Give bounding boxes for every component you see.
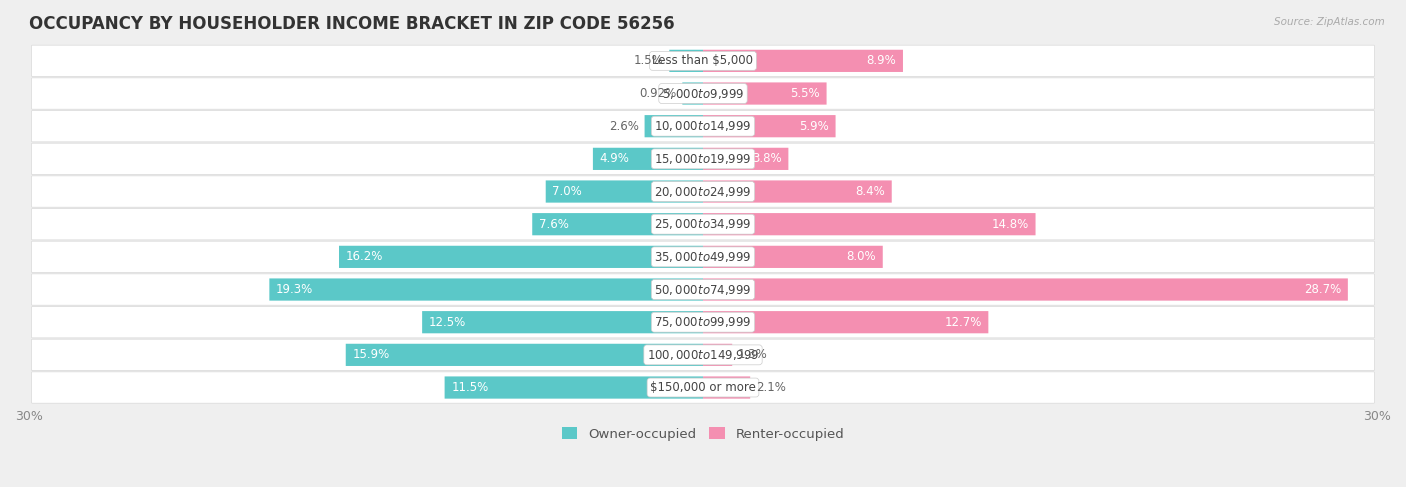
FancyBboxPatch shape	[31, 339, 1375, 371]
Text: $10,000 to $14,999: $10,000 to $14,999	[654, 119, 752, 133]
Legend: Owner-occupied, Renter-occupied: Owner-occupied, Renter-occupied	[557, 422, 849, 446]
Text: 1.5%: 1.5%	[634, 55, 664, 67]
FancyBboxPatch shape	[31, 372, 1375, 403]
Text: 12.5%: 12.5%	[429, 316, 467, 329]
FancyBboxPatch shape	[31, 45, 1375, 76]
FancyBboxPatch shape	[644, 115, 703, 137]
FancyBboxPatch shape	[703, 311, 988, 333]
Text: 8.0%: 8.0%	[846, 250, 876, 263]
Text: $75,000 to $99,999: $75,000 to $99,999	[654, 315, 752, 329]
Text: 2.6%: 2.6%	[609, 120, 638, 132]
FancyBboxPatch shape	[444, 376, 703, 399]
Text: 14.8%: 14.8%	[991, 218, 1029, 231]
Text: 2.1%: 2.1%	[756, 381, 786, 394]
FancyBboxPatch shape	[703, 279, 1348, 300]
FancyBboxPatch shape	[703, 213, 1036, 235]
Text: $5,000 to $9,999: $5,000 to $9,999	[662, 87, 744, 100]
Text: 0.92%: 0.92%	[640, 87, 676, 100]
FancyBboxPatch shape	[31, 306, 1375, 338]
Text: Less than $5,000: Less than $5,000	[652, 55, 754, 67]
FancyBboxPatch shape	[339, 246, 703, 268]
Text: 12.7%: 12.7%	[945, 316, 981, 329]
Text: OCCUPANCY BY HOUSEHOLDER INCOME BRACKET IN ZIP CODE 56256: OCCUPANCY BY HOUSEHOLDER INCOME BRACKET …	[30, 15, 675, 33]
Text: $150,000 or more: $150,000 or more	[650, 381, 756, 394]
FancyBboxPatch shape	[703, 246, 883, 268]
FancyBboxPatch shape	[31, 78, 1375, 109]
Text: 8.9%: 8.9%	[866, 55, 896, 67]
FancyBboxPatch shape	[533, 213, 703, 235]
Text: 7.6%: 7.6%	[538, 218, 569, 231]
Text: 1.3%: 1.3%	[738, 348, 768, 361]
Text: 4.9%: 4.9%	[599, 152, 630, 166]
Text: $50,000 to $74,999: $50,000 to $74,999	[654, 282, 752, 297]
FancyBboxPatch shape	[593, 148, 703, 170]
Text: Source: ZipAtlas.com: Source: ZipAtlas.com	[1274, 17, 1385, 27]
FancyBboxPatch shape	[703, 344, 733, 366]
Text: 8.4%: 8.4%	[855, 185, 884, 198]
Text: $100,000 to $149,999: $100,000 to $149,999	[647, 348, 759, 362]
Text: 3.8%: 3.8%	[752, 152, 782, 166]
Text: 5.9%: 5.9%	[799, 120, 828, 132]
FancyBboxPatch shape	[31, 176, 1375, 207]
FancyBboxPatch shape	[669, 50, 703, 72]
FancyBboxPatch shape	[703, 376, 751, 399]
FancyBboxPatch shape	[703, 82, 827, 105]
Text: $25,000 to $34,999: $25,000 to $34,999	[654, 217, 752, 231]
FancyBboxPatch shape	[703, 50, 903, 72]
Text: 19.3%: 19.3%	[276, 283, 314, 296]
FancyBboxPatch shape	[703, 180, 891, 203]
FancyBboxPatch shape	[346, 344, 703, 366]
Text: $15,000 to $19,999: $15,000 to $19,999	[654, 152, 752, 166]
Text: $35,000 to $49,999: $35,000 to $49,999	[654, 250, 752, 264]
FancyBboxPatch shape	[703, 148, 789, 170]
Text: 7.0%: 7.0%	[553, 185, 582, 198]
Text: $20,000 to $24,999: $20,000 to $24,999	[654, 185, 752, 199]
FancyBboxPatch shape	[31, 274, 1375, 305]
FancyBboxPatch shape	[31, 241, 1375, 273]
FancyBboxPatch shape	[270, 279, 703, 300]
FancyBboxPatch shape	[422, 311, 703, 333]
Text: 11.5%: 11.5%	[451, 381, 489, 394]
Text: 28.7%: 28.7%	[1303, 283, 1341, 296]
FancyBboxPatch shape	[682, 82, 703, 105]
FancyBboxPatch shape	[31, 208, 1375, 240]
Text: 15.9%: 15.9%	[353, 348, 389, 361]
FancyBboxPatch shape	[703, 115, 835, 137]
Text: 16.2%: 16.2%	[346, 250, 382, 263]
Text: 5.5%: 5.5%	[790, 87, 820, 100]
FancyBboxPatch shape	[31, 143, 1375, 174]
FancyBboxPatch shape	[31, 111, 1375, 142]
FancyBboxPatch shape	[546, 180, 703, 203]
